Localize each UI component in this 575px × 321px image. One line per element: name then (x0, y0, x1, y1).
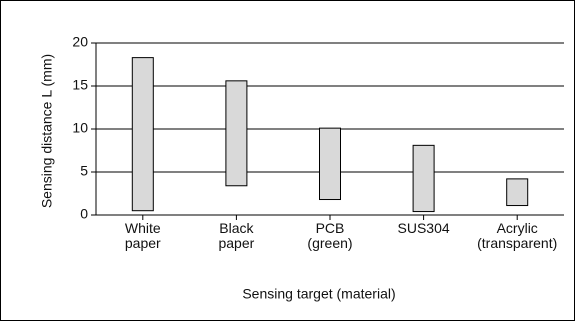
range-bar (131, 57, 154, 212)
y-tick-label: 0 (80, 206, 88, 222)
x-category-label: Acrylic (transparent) (477, 220, 557, 251)
x-category-label: White paper (125, 220, 161, 251)
range-bar (412, 144, 435, 213)
x-axis-label: Sensing target (material) (242, 286, 395, 302)
x-category-label: PCB (green) (307, 220, 352, 251)
range-bar (225, 80, 248, 187)
y-tick-label: 15 (72, 77, 88, 93)
y-axis-label: Sensing distance L (mm) (39, 54, 55, 208)
range-bar (319, 127, 341, 201)
x-category-label: Black paper (218, 220, 254, 251)
frame-top-border (1, 0, 575, 1)
y-tick-label: 10 (72, 120, 88, 136)
x-category-label: SUS304 (398, 220, 450, 236)
range-bar (506, 178, 529, 207)
y-tick-label: 20 (72, 34, 88, 50)
y-tick-label: 5 (80, 163, 88, 179)
